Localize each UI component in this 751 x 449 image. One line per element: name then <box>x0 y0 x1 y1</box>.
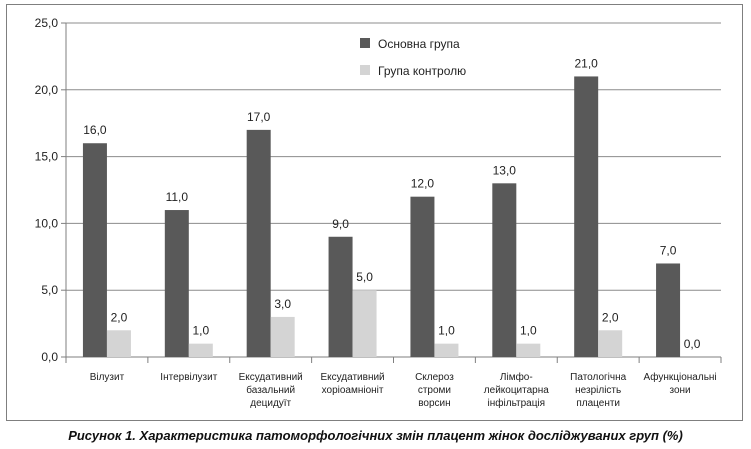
data-label: 2,0 <box>111 310 128 324</box>
axes: 0,0 5,0 10,0 15,0 20,0 25,0 Вілузит Інтервілузи… <box>35 16 722 409</box>
data-label: 1,0 <box>438 324 455 338</box>
data-label: 5,0 <box>356 270 373 284</box>
x-tick-label: Склероз строми ворсин <box>415 372 454 409</box>
bar <box>598 330 623 357</box>
bars <box>82 76 681 357</box>
y-tick-label: 15,0 <box>35 150 59 164</box>
data-label: 9,0 <box>332 217 349 231</box>
y-tick-label: 10,0 <box>35 216 59 230</box>
x-tick-label: Патологічна незрілість плаценти <box>570 372 626 409</box>
x-tick-label: Інтервілузит <box>160 372 217 383</box>
data-label: 2,0 <box>602 310 619 324</box>
x-tick-label: Ексудативний хоріоамніоніт <box>320 372 384 396</box>
data-label: 1,0 <box>520 324 537 338</box>
chart-frame <box>6 4 743 421</box>
data-label: 12,0 <box>411 177 435 191</box>
bar <box>246 129 271 357</box>
y-tick-label: 20,0 <box>35 83 59 97</box>
chart: 0,0 5,0 10,0 15,0 20,0 25,0 Вілузит Інтервілузи… <box>35 16 722 409</box>
x-tick-label: Вілузит <box>90 372 125 383</box>
data-label: 11,0 <box>166 190 189 204</box>
bar <box>82 143 107 357</box>
bar <box>434 343 459 357</box>
bar <box>574 76 599 357</box>
x-tick-label: Лімфо-лейкоцитарна інфільтрація <box>484 371 549 409</box>
y-tick-label: 25,0 <box>35 16 59 30</box>
bar <box>516 343 541 357</box>
data-label: 21,0 <box>575 56 599 70</box>
x-tick-label: Ексудативний базальний децидуїт <box>239 372 303 409</box>
bar <box>270 316 295 357</box>
data-label: 7,0 <box>660 243 677 257</box>
x-tick-label: Афункціональні зони <box>643 371 716 396</box>
bar <box>410 196 435 357</box>
legend-swatch <box>360 38 370 48</box>
data-labels: 16,0 11,0 17,0 9,0 12,0 13,0 21,0 7,0 2,0 1,0 3,0 5… <box>83 56 700 351</box>
bar <box>352 290 377 357</box>
y-tick-label: 0,0 <box>41 350 58 364</box>
bar <box>328 236 353 357</box>
data-label: 17,0 <box>247 110 271 124</box>
y-tick-label: 5,0 <box>41 283 58 297</box>
bar <box>656 263 681 357</box>
legend-label: Група контролю <box>378 64 466 78</box>
data-label: 16,0 <box>83 123 107 137</box>
data-label: 0,0 <box>684 337 701 351</box>
bar <box>188 343 213 357</box>
bar <box>492 183 517 357</box>
bar <box>164 210 189 357</box>
bar <box>106 330 131 357</box>
data-label: 3,0 <box>274 297 291 311</box>
data-label: 13,0 <box>493 163 517 177</box>
data-label: 1,0 <box>192 324 209 338</box>
figure-caption: Рисунок 1. Характеристика патоморфологіч… <box>68 428 683 443</box>
legend-swatch <box>360 65 370 75</box>
legend: Основна група Група контролю <box>360 37 466 78</box>
legend-label: Основна група <box>378 37 460 51</box>
